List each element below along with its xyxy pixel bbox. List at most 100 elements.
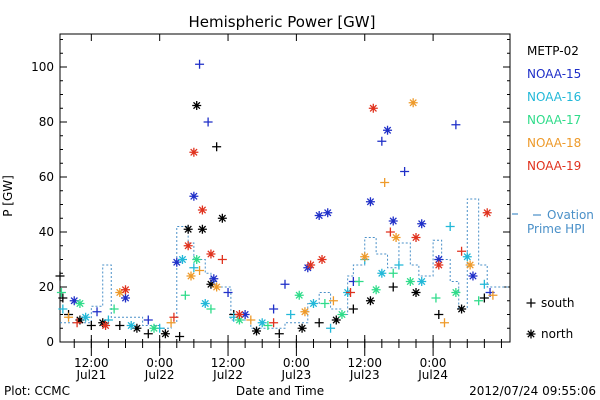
data-point-noaa-19 (234, 310, 244, 319)
data-point-noaa-17 (149, 323, 159, 333)
legend: METP-02 NOAA-15 NOAA-16 NOAA-17 NOAA-18 NOAA-… (512, 44, 594, 341)
data-point-metp-02 (217, 213, 227, 223)
data-point-noaa-17 (405, 277, 415, 286)
data-point-noaa-17 (109, 304, 119, 314)
x-tick-label-time: 0:00 (283, 356, 310, 370)
legend-entry-metp-02: METP-02 (527, 44, 579, 58)
data-point-noaa-15 (269, 304, 279, 314)
data-point-noaa-17 (371, 285, 381, 295)
data-point-noaa-17 (337, 310, 347, 319)
data-point-metp-02 (274, 329, 284, 339)
x-tick-label-date: Jul22 (212, 368, 243, 382)
data-point-noaa-15 (451, 120, 461, 130)
data-point-noaa-18 (328, 296, 338, 306)
data-point-noaa-16 (445, 222, 455, 231)
data-point-noaa-15 (417, 219, 427, 229)
data-point-metp-02 (297, 323, 307, 333)
data-point-noaa-15 (92, 307, 102, 317)
legend-entry-noaa-18: NOAA-18 (527, 136, 581, 150)
legend-ovation-label-2: Prime HPI (527, 222, 585, 236)
data-point-noaa-19 (368, 103, 378, 113)
data-point-noaa-16 (394, 260, 404, 270)
data-point-noaa-17 (431, 293, 441, 303)
data-point-metp-02 (197, 224, 207, 234)
data-point-noaa-16 (177, 255, 187, 264)
data-point-noaa-18 (408, 98, 418, 108)
data-point-noaa-19 (411, 233, 421, 242)
data-point-noaa-15 (172, 257, 182, 267)
data-point-noaa-19 (385, 227, 395, 237)
data-point-metp-02 (365, 296, 375, 306)
legend-north-marker (526, 329, 536, 339)
data-point-metp-02 (314, 318, 324, 328)
data-point-noaa-17 (192, 255, 202, 264)
data-point-noaa-17 (294, 290, 304, 300)
x-tick-label-time: 12:00 (347, 356, 382, 370)
data-point-noaa-15 (209, 274, 219, 284)
data-point-noaa-18 (391, 233, 401, 242)
plot-credit: Plot: CCMC (4, 384, 70, 398)
data-point-noaa-18 (195, 266, 205, 275)
data-point-noaa-15 (400, 167, 410, 176)
data-point-noaa-19 (101, 321, 111, 330)
data-point-noaa-19 (121, 285, 131, 295)
y-tick-label: 80 (39, 115, 54, 129)
x-tick-label-time: 0:00 (420, 356, 447, 370)
legend-marker-south: south (541, 296, 575, 310)
y-axis-label: P [GW] (1, 175, 15, 217)
plot-timestamp: 2012/07/24 09:55:06 (469, 384, 596, 398)
x-tick-label-date: Jul22 (144, 368, 175, 382)
data-point-noaa-17 (206, 304, 216, 314)
data-point-metp-02 (212, 142, 222, 152)
data-point-noaa-16 (189, 263, 199, 273)
data-point-noaa-18 (186, 271, 196, 281)
data-point-noaa-17 (474, 296, 484, 306)
y-tick-label: 100 (31, 60, 54, 74)
data-point-metp-02 (192, 101, 202, 110)
data-point-noaa-19 (183, 241, 193, 251)
data-point-metp-02 (411, 288, 421, 297)
data-point-noaa-15 (280, 279, 290, 289)
x-tick-label-time: 0:00 (146, 356, 173, 370)
data-point-noaa-16 (417, 277, 427, 286)
data-point-noaa-18 (439, 318, 449, 328)
plot-area: 02040608010012:00Jul210:00Jul2212:00Jul2… (31, 33, 511, 382)
data-point-noaa-15 (240, 310, 250, 319)
data-point-noaa-18 (380, 178, 390, 187)
data-point-noaa-17 (263, 321, 273, 330)
legend-marker-north: north (541, 327, 573, 341)
data-point-noaa-18 (360, 252, 370, 262)
data-point-noaa-15 (203, 117, 213, 127)
x-axis-label: Date and Time (236, 384, 324, 398)
data-point-noaa-19 (169, 312, 179, 322)
data-point-noaa-15 (323, 208, 333, 218)
data-point-noaa-19 (482, 208, 492, 218)
data-point-noaa-16 (200, 299, 210, 308)
data-point-noaa-17 (75, 299, 85, 308)
data-point-metp-02 (479, 293, 489, 303)
data-point-noaa-15 (388, 216, 398, 226)
data-point-noaa-17 (56, 288, 66, 297)
data-point-metp-02 (175, 332, 185, 341)
data-point-metp-02 (252, 326, 262, 336)
x-tick-label-date: Jul24 (417, 368, 448, 382)
legend-entry-noaa-19: NOAA-19 (527, 159, 581, 173)
data-point-metp-02 (434, 310, 444, 319)
data-point-noaa-18 (166, 318, 176, 328)
data-point-noaa-19 (434, 260, 444, 270)
data-point-noaa-15 (377, 136, 387, 146)
data-point-noaa-19 (206, 249, 216, 259)
data-point-noaa-19 (269, 318, 279, 328)
x-tick-label-date: Jul23 (349, 368, 380, 382)
legend-entry-noaa-16: NOAA-16 (527, 90, 581, 104)
data-point-noaa-16 (479, 279, 489, 289)
data-point-noaa-18 (488, 290, 498, 300)
data-point-noaa-15 (195, 59, 205, 69)
data-point-noaa-18 (465, 260, 475, 270)
data-point-noaa-15 (189, 191, 199, 201)
y-tick-label: 60 (39, 170, 54, 184)
data-point-noaa-16 (462, 252, 472, 262)
data-point-noaa-15 (365, 197, 375, 207)
legend-south-marker (526, 298, 536, 308)
